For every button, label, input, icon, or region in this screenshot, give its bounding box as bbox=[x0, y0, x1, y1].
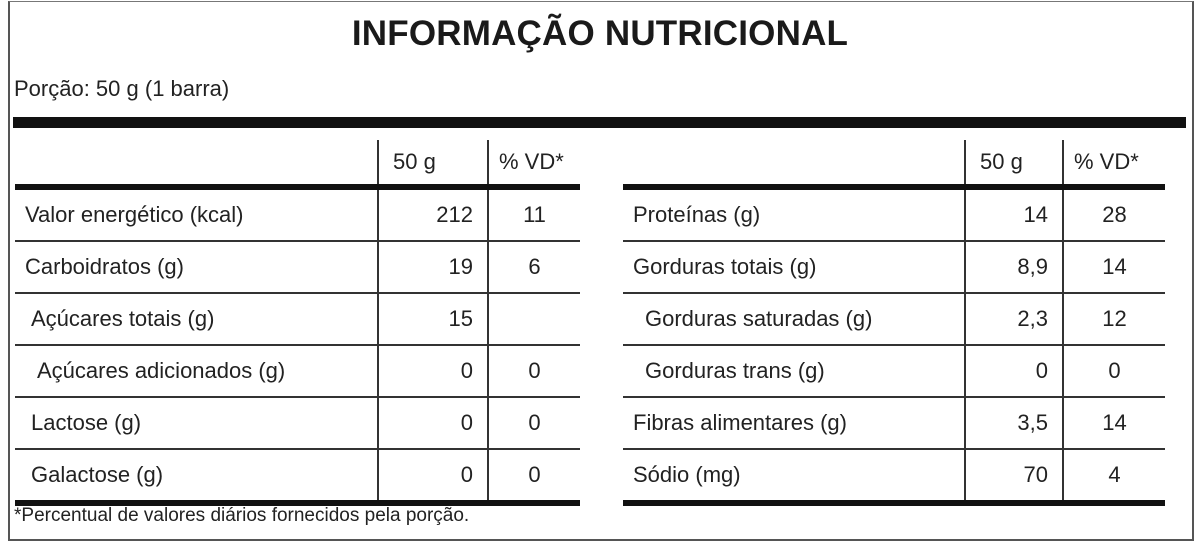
nutrient-name: Proteínas (g) bbox=[623, 187, 966, 242]
amount-value: 2,3 bbox=[965, 293, 1064, 346]
table-row: Carboidratos (g) 19 6 bbox=[15, 241, 580, 294]
dv-value bbox=[488, 293, 580, 346]
amount-value: 70 bbox=[965, 449, 1064, 506]
table-row: Galactose (g) 0 0 bbox=[15, 449, 580, 506]
table-row: Fibras alimentares (g) 3,5 14 bbox=[623, 397, 1165, 450]
dv-value: 0 bbox=[488, 345, 580, 398]
amount-value: 0 bbox=[378, 397, 489, 450]
dv-value: 0 bbox=[488, 397, 580, 450]
dv-value: 4 bbox=[1063, 449, 1165, 506]
table-row: Lactose (g) 0 0 bbox=[15, 397, 580, 450]
amount-value: 212 bbox=[378, 187, 489, 242]
header-nutrient bbox=[15, 140, 379, 190]
amount-value: 0 bbox=[965, 345, 1064, 398]
table-row: Gorduras trans (g) 0 0 bbox=[623, 345, 1165, 398]
dv-value: 11 bbox=[488, 187, 580, 242]
dv-value: 6 bbox=[488, 241, 580, 294]
portion-size: Porção: 50 g (1 barra) bbox=[14, 76, 230, 101]
table-header: 50 g % VD* bbox=[623, 140, 1165, 190]
table-row: Valor energético (kcal) 212 11 bbox=[15, 187, 580, 242]
nutrient-name: Sódio (mg) bbox=[623, 449, 966, 506]
dv-value: 14 bbox=[1063, 397, 1165, 450]
dv-value: 28 bbox=[1063, 187, 1165, 242]
header-dv: % VD* bbox=[488, 140, 580, 190]
amount-value: 19 bbox=[378, 241, 489, 294]
nutrition-table-right: 50 g % VD* Proteínas (g) 14 28 Gorduras tot… bbox=[623, 140, 1165, 506]
nutrient-name: Fibras alimentares (g) bbox=[623, 397, 966, 450]
dv-value: 14 bbox=[1063, 241, 1165, 294]
nutrition-table-left: 50 g % VD* Valor energético (kcal) 212 11 C… bbox=[15, 140, 580, 506]
table-row: Gorduras totais (g) 8,9 14 bbox=[623, 241, 1165, 294]
amount-value: 0 bbox=[378, 449, 489, 506]
amount-value: 8,9 bbox=[965, 241, 1064, 294]
table-header: 50 g % VD* bbox=[15, 140, 580, 190]
nutrient-name: Gorduras totais (g) bbox=[623, 241, 966, 294]
table-row: Sódio (mg) 70 4 bbox=[623, 449, 1165, 506]
nutrient-name: Açúcares totais (g) bbox=[15, 293, 379, 346]
nutrient-name: Valor energético (kcal) bbox=[15, 187, 379, 242]
dv-value: 0 bbox=[1063, 345, 1165, 398]
nutrient-name: Gorduras saturadas (g) bbox=[623, 293, 966, 346]
divider-bar bbox=[13, 117, 1186, 128]
amount-value: 0 bbox=[378, 345, 489, 398]
header-amount: 50 g bbox=[378, 140, 489, 190]
amount-value: 3,5 bbox=[965, 397, 1064, 450]
table-row: Açúcares totais (g) 15 bbox=[15, 293, 580, 346]
amount-value: 15 bbox=[378, 293, 489, 346]
nutrient-name: Carboidratos (g) bbox=[15, 241, 379, 294]
nutrient-name: Gorduras trans (g) bbox=[623, 345, 966, 398]
nutrient-name: Açúcares adicionados (g) bbox=[15, 345, 379, 398]
header-amount: 50 g bbox=[965, 140, 1064, 190]
nutrient-name: Galactose (g) bbox=[15, 449, 379, 506]
amount-value: 14 bbox=[965, 187, 1064, 242]
header-dv: % VD* bbox=[1063, 140, 1165, 190]
dv-value: 0 bbox=[488, 449, 580, 506]
table-row: Açúcares adicionados (g) 0 0 bbox=[15, 345, 580, 398]
table-row: Gorduras saturadas (g) 2,3 12 bbox=[623, 293, 1165, 346]
label-frame bbox=[8, 1, 1194, 541]
label-title: INFORMAÇÃO NUTRICIONAL bbox=[351, 14, 849, 53]
table-row: Proteínas (g) 14 28 bbox=[623, 187, 1165, 242]
dv-value: 12 bbox=[1063, 293, 1165, 346]
header-nutrient bbox=[623, 140, 966, 190]
footnote: *Percentual de valores diários fornecido… bbox=[14, 505, 470, 526]
nutrient-name: Lactose (g) bbox=[15, 397, 379, 450]
